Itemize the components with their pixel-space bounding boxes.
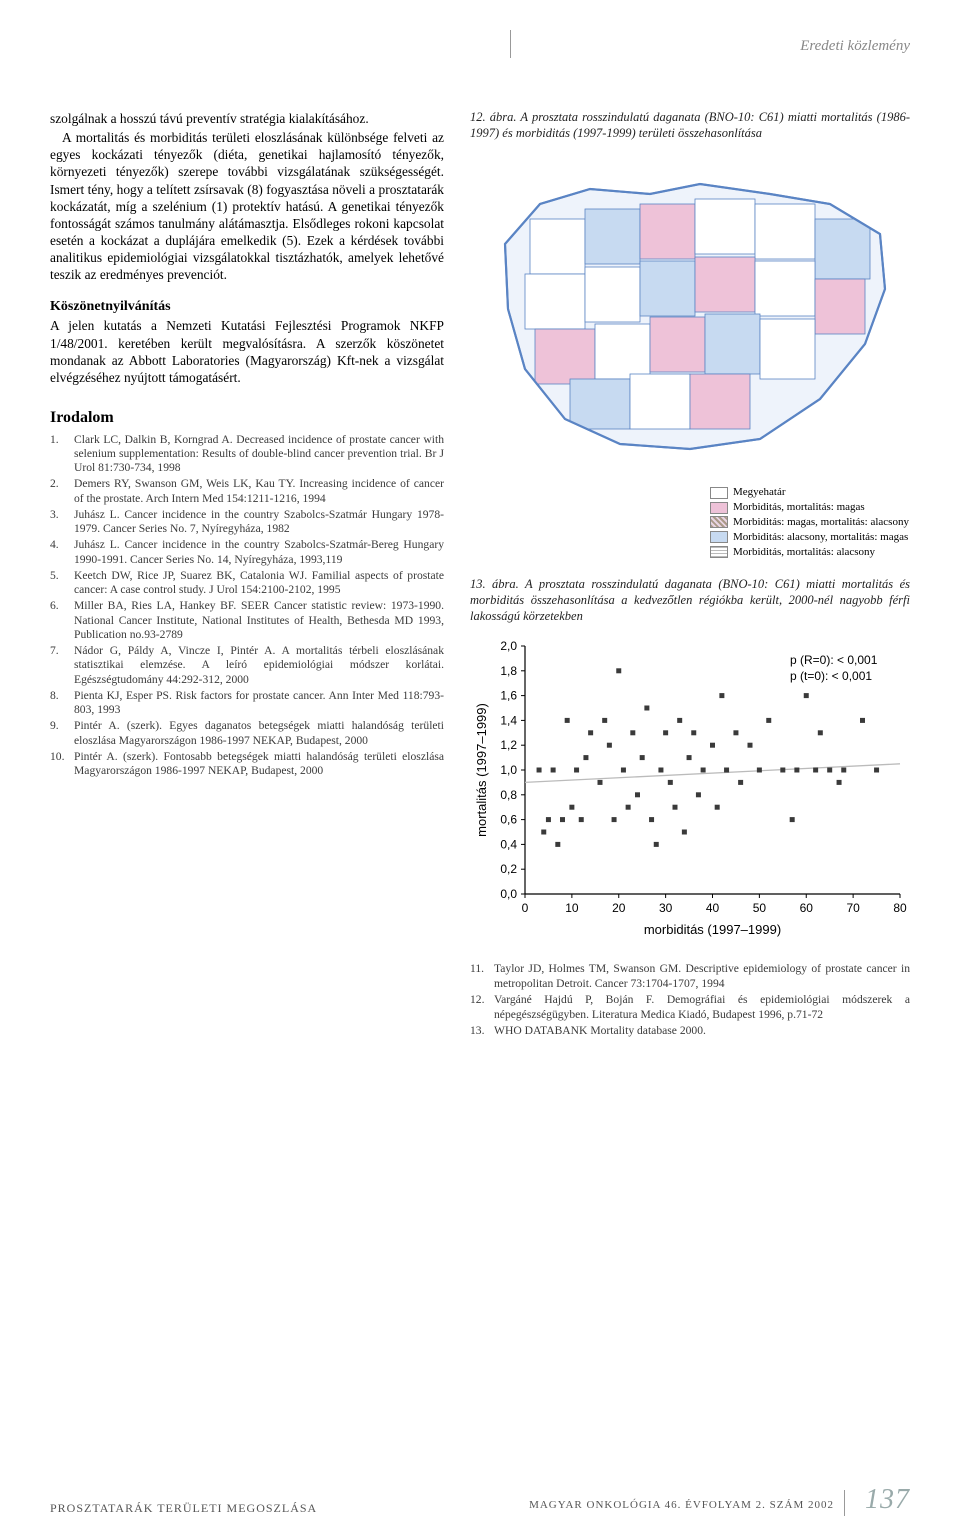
- legend-text: Morbiditás, mortalitás: magas: [733, 500, 865, 515]
- reference-item: 12.Vargáné Hajdú P, Boján F. Demográfiai…: [470, 993, 910, 1022]
- figure12-map: [470, 149, 910, 479]
- svg-text:10: 10: [565, 901, 579, 915]
- reference-item: 11.Taylor JD, Holmes TM, Swanson GM. Des…: [470, 962, 910, 991]
- svg-text:1,2: 1,2: [500, 739, 517, 753]
- legend-swatch: [710, 516, 728, 528]
- figure13-scatter: 0,0 0,2 0,4 0,6 0,8 1,0 1,2 1,4 1,6 1,8 2,0 0 10 20 30…: [470, 634, 910, 944]
- svg-text:0,8: 0,8: [500, 788, 517, 802]
- svg-text:1,4: 1,4: [500, 714, 517, 728]
- footer-left: PROSZTATARÁK TERÜLETI MEGOSZLÁSA: [50, 1501, 317, 1516]
- svg-text:morbiditás (1997–1999): morbiditás (1997–1999): [644, 922, 781, 937]
- reference-item: 1.Clark LC, Dalkin B, Korngrad A. Decrea…: [50, 433, 444, 476]
- svg-text:1,8: 1,8: [500, 664, 517, 678]
- reference-item: 9.Pintér A. (szerk). Egyes daganatos bet…: [50, 719, 444, 748]
- reference-item: 8.Pienta KJ, Esper PS. Risk factors for …: [50, 689, 444, 718]
- page-footer: PROSZTATARÁK TERÜLETI MEGOSZLÁSA MAGYAR …: [50, 1484, 910, 1516]
- acknowledgement-heading: Köszönetnyilvánítás: [50, 298, 444, 316]
- legend-swatch: [710, 531, 728, 543]
- svg-text:50: 50: [753, 901, 767, 915]
- legend-swatch-border: [710, 487, 728, 499]
- svg-text:0,6: 0,6: [500, 813, 517, 827]
- section-header: Eredeti közlemény: [800, 38, 910, 55]
- reference-item: 13.WHO DATABANK Mortality database 2000.: [470, 1024, 910, 1038]
- page-number: 137: [865, 1484, 910, 1516]
- body-para-2: A mortalitás és morbiditás területi elos…: [50, 129, 444, 283]
- svg-text:0,2: 0,2: [500, 863, 517, 877]
- acknowledgement-body: A jelen kutatás a Nemzeti Kutatási Fejle…: [50, 317, 444, 386]
- svg-text:30: 30: [659, 901, 673, 915]
- references-heading: Irodalom: [50, 408, 444, 428]
- legend-swatch: [710, 546, 728, 558]
- footer-divider: [844, 1490, 845, 1516]
- reference-item: 2.Demers RY, Swanson GM, Weis LK, Kau TY…: [50, 477, 444, 506]
- svg-text:2,0: 2,0: [500, 639, 517, 653]
- svg-text:20: 20: [612, 901, 626, 915]
- legend-text: Morbiditás: magas, mortalitás: alacsony: [733, 515, 909, 530]
- svg-text:0,0: 0,0: [500, 887, 517, 901]
- legend-text: Morbiditás, mortalitás: alacsony: [733, 545, 875, 560]
- legend-text: Morbiditás: alacsony, mortalitás: magas: [733, 530, 908, 545]
- reference-item: 5.Keetch DW, Rice JP, Suarez BK, Catalon…: [50, 569, 444, 598]
- legend-text-border: Megyehatár: [733, 485, 786, 500]
- reference-item: 3.Juhász L. Cancer incidence in the coun…: [50, 508, 444, 537]
- svg-text:40: 40: [706, 901, 720, 915]
- header-divider: [510, 30, 511, 58]
- reference-item: 6.Miller BA, Ries LA, Hankey BF. SEER Ca…: [50, 599, 444, 642]
- svg-text:p (R=0): < 0,001: p (R=0): < 0,001: [790, 653, 878, 667]
- svg-text:mortalitás (1997–1999): mortalitás (1997–1999): [474, 703, 489, 837]
- right-column: 12. ábra. A prosztata rosszindulatú daga…: [470, 110, 910, 1041]
- reference-item: 10.Pintér A. (szerk). Fontosabb betegség…: [50, 750, 444, 779]
- svg-text:p (t=0): < 0,001: p (t=0): < 0,001: [790, 669, 872, 683]
- reference-item: 7.Nádor G, Páldy A, Vincze I, Pintér A. …: [50, 644, 444, 687]
- figure12-legend: Megyehatár Morbiditás, mortalitás: magas…: [710, 485, 910, 559]
- footer-center: MAGYAR ONKOLÓGIA 46. ÉVFOLYAM 2. SZÁM 20…: [529, 1499, 834, 1511]
- figure13-caption: 13. ábra. A prosztata rosszindulatú daga…: [470, 577, 910, 624]
- figure12-caption: 12. ábra. A prosztata rosszindulatú daga…: [470, 110, 910, 141]
- legend-swatch: [710, 502, 728, 514]
- svg-text:1,0: 1,0: [500, 763, 517, 777]
- left-column: szolgálnak a hosszú távú preventív strat…: [50, 110, 444, 1041]
- reference-item: 4.Juhász L. Cancer incidence in the coun…: [50, 538, 444, 567]
- svg-text:0: 0: [522, 901, 529, 915]
- body-para-1: szolgálnak a hosszú távú preventív strat…: [50, 110, 444, 127]
- svg-text:70: 70: [846, 901, 860, 915]
- svg-text:80: 80: [893, 901, 907, 915]
- svg-text:0,4: 0,4: [500, 838, 517, 852]
- svg-text:60: 60: [800, 901, 814, 915]
- svg-text:1,6: 1,6: [500, 689, 517, 703]
- references-list-left: 1.Clark LC, Dalkin B, Korngrad A. Decrea…: [50, 433, 444, 779]
- references-list-right: 11.Taylor JD, Holmes TM, Swanson GM. Des…: [470, 962, 910, 1038]
